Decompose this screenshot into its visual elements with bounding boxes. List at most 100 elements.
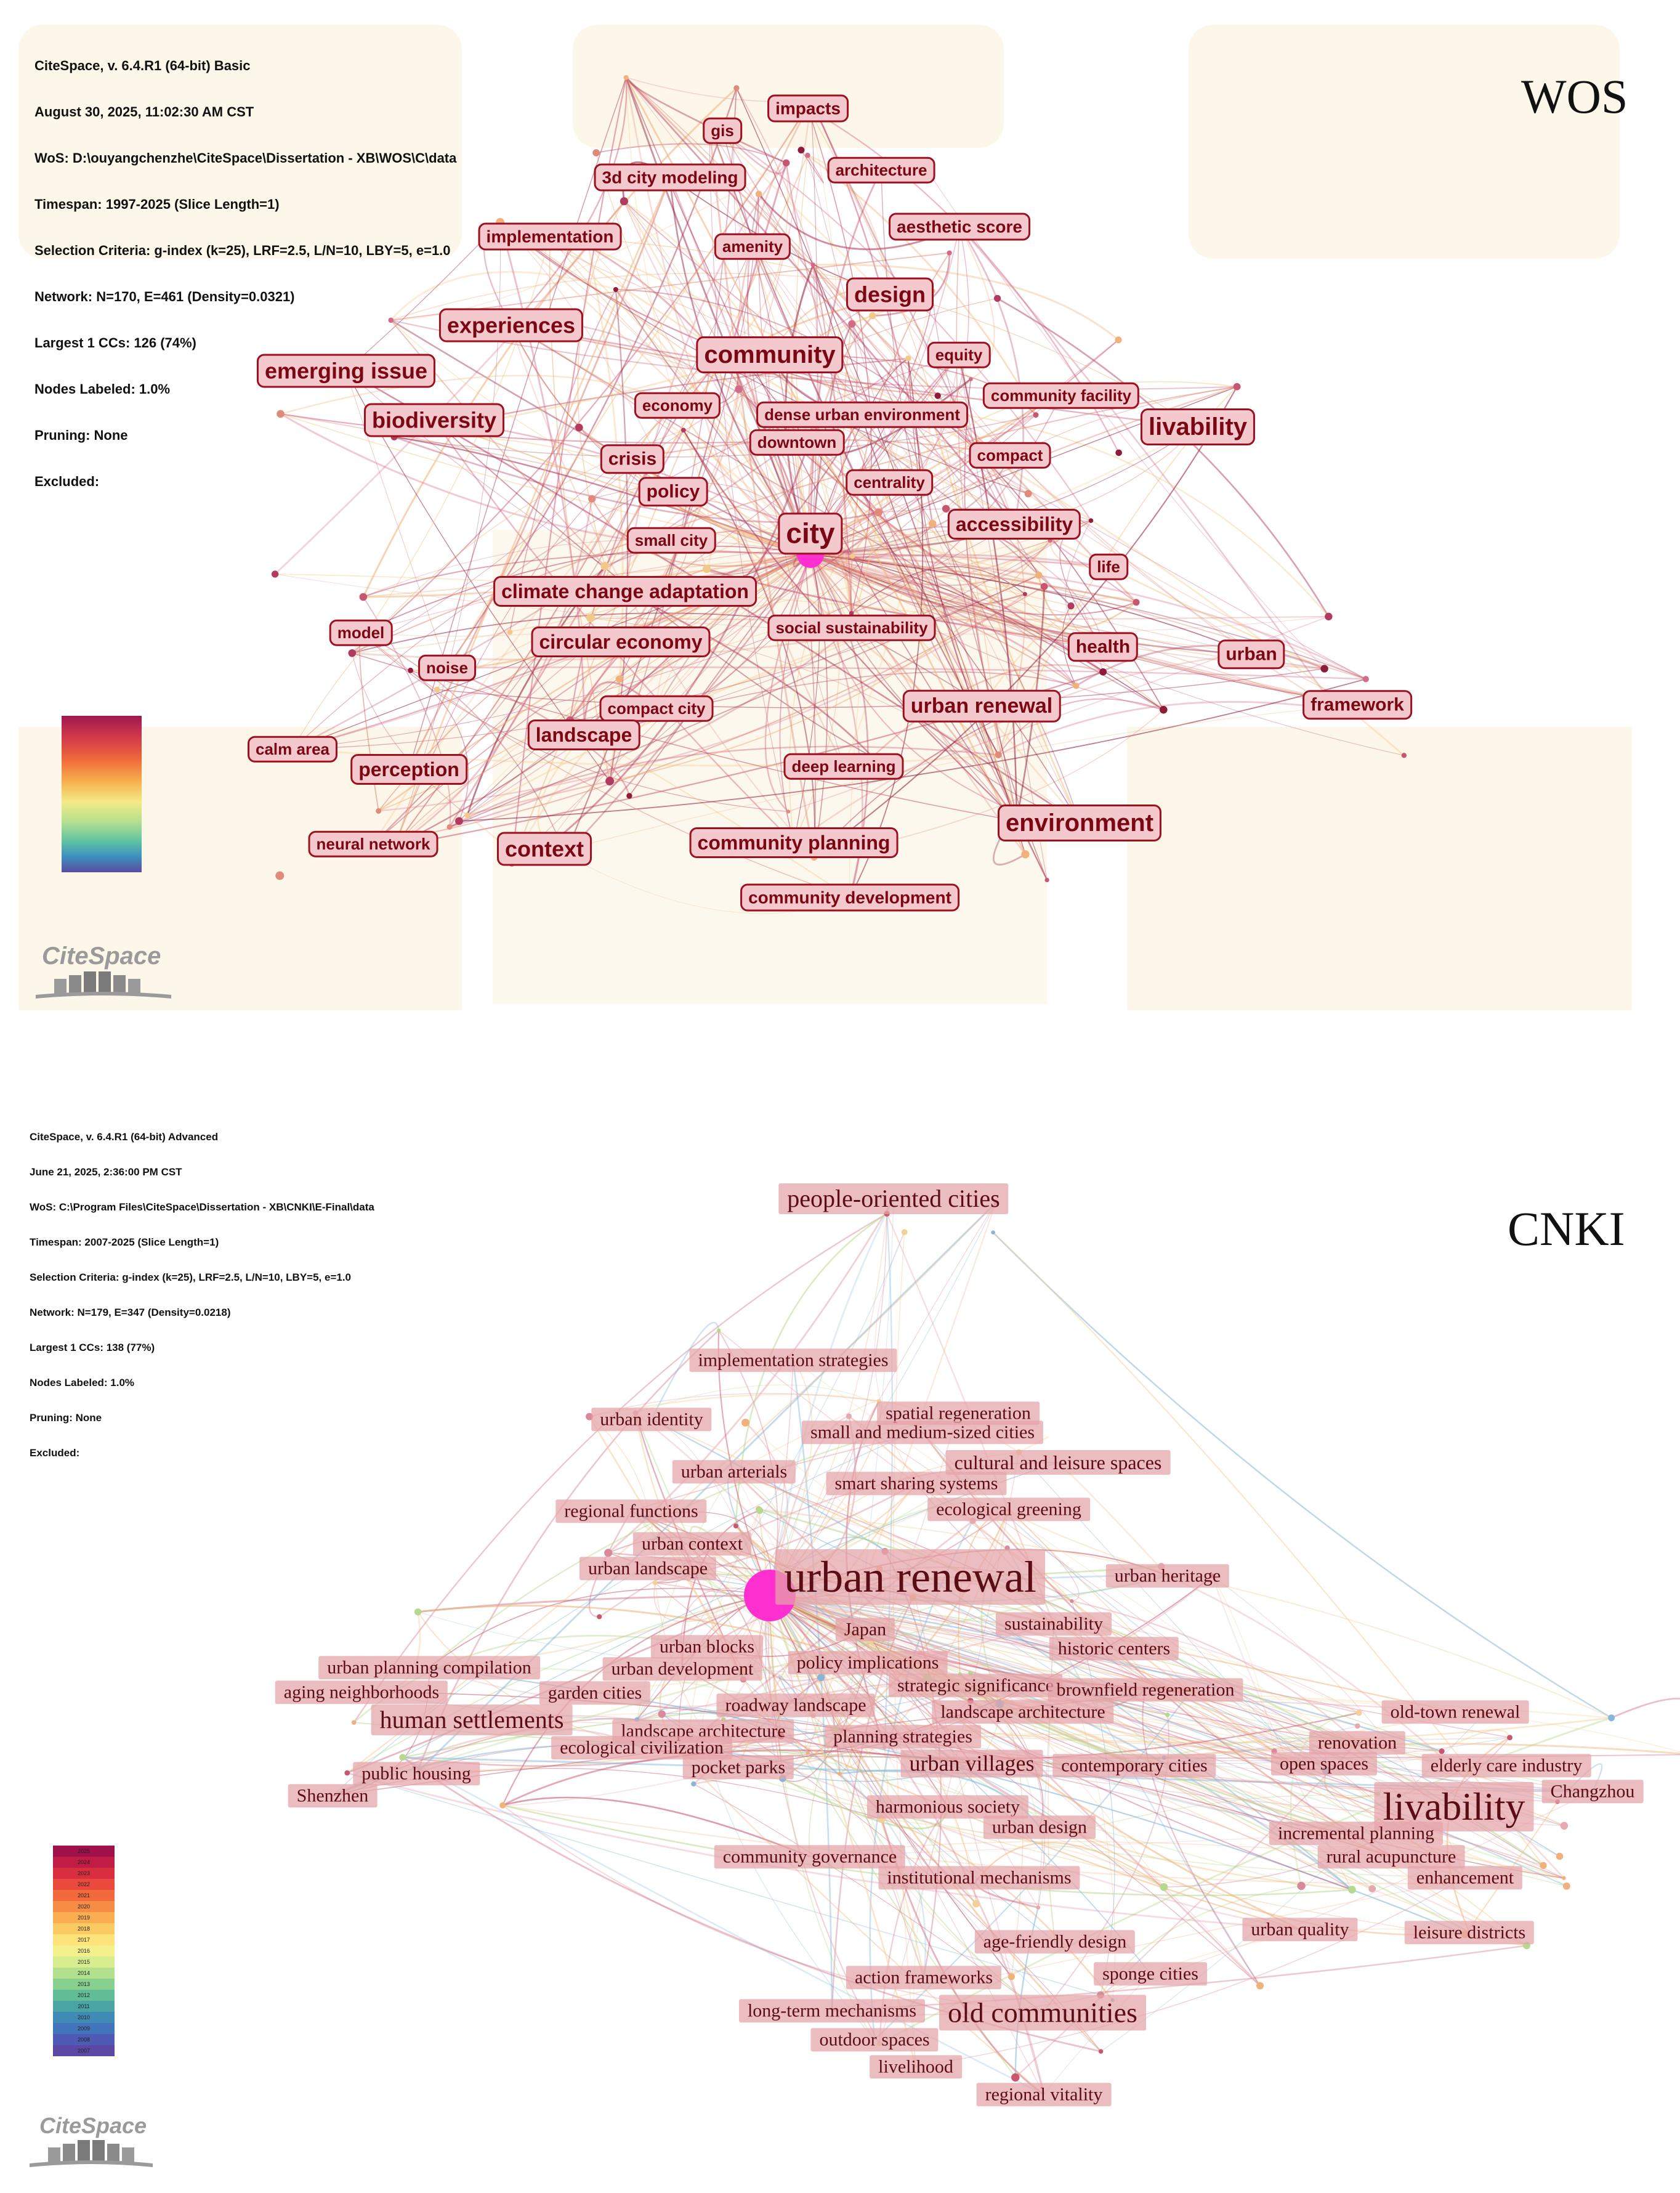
network-link — [801, 150, 824, 184]
network-link — [1611, 1698, 1680, 1719]
network-node — [275, 871, 285, 880]
keyword-label: enhancement — [1407, 1866, 1523, 1889]
network-link — [352, 652, 1017, 822]
keyword-label: people-oriented cities — [778, 1183, 1009, 1214]
network-link — [360, 545, 811, 633]
network-link — [779, 554, 811, 843]
network-link — [807, 1202, 997, 1753]
network-link — [682, 429, 713, 570]
header-line: Pruning: None — [30, 1412, 102, 1424]
keyword-label: Japan — [835, 1618, 895, 1641]
logo-text: CiteSpace — [42, 942, 161, 970]
network-link — [810, 553, 1077, 687]
keyword-label: Changzhou — [1541, 1780, 1644, 1803]
network-link — [656, 555, 853, 709]
network-link — [814, 386, 1238, 858]
header-line: Largest 1 CCs: 126 (74%) — [34, 335, 196, 351]
keyword-label: community — [696, 336, 844, 373]
wos-network-panel: CiteSpace, v. 6.4.R1 (64-bit) Basic Augu… — [0, 0, 1680, 1010]
network-link — [417, 1611, 642, 1748]
network-link — [408, 77, 627, 770]
network-link — [769, 1595, 1558, 1802]
keyword-label: life — [1089, 553, 1128, 580]
network-node — [991, 1230, 995, 1235]
keyword-label: regional functions — [555, 1499, 707, 1523]
cnki-network-panel: CiteSpace, v. 6.4.R1 (64-bit) Advanced J… — [0, 1090, 1680, 2193]
network-node — [1560, 1822, 1569, 1830]
network-node — [604, 1549, 613, 1557]
network-link — [549, 235, 1325, 670]
network-link — [499, 221, 931, 412]
legend-year-cell: 2023 — [53, 1868, 115, 1879]
network-node — [741, 1418, 749, 1427]
network-link — [693, 1733, 1325, 1785]
network-link — [733, 1400, 880, 1472]
network-node — [376, 808, 382, 814]
network-link — [842, 410, 931, 767]
network-link — [682, 429, 1017, 822]
network-link — [810, 554, 1367, 680]
network-link — [502, 1796, 810, 1858]
network-link — [769, 1595, 1357, 1834]
network-link — [930, 410, 1330, 617]
keyword-label: context — [496, 832, 592, 866]
network-link — [850, 413, 896, 628]
network-link — [292, 354, 959, 750]
network-link — [363, 551, 811, 598]
logo-books-icon — [30, 2140, 153, 2167]
keyword-label: urban — [1218, 639, 1285, 669]
network-link — [511, 77, 628, 326]
keyword-label: urban blocks — [650, 1635, 764, 1658]
keyword-label: planning strategies — [825, 1725, 981, 1748]
network-node — [733, 85, 740, 91]
network-link — [653, 1583, 770, 1623]
network-link — [839, 1198, 894, 1774]
keyword-label: compact — [969, 442, 1051, 469]
network-node — [348, 649, 357, 657]
network-node — [399, 1754, 406, 1761]
network-node — [1540, 1862, 1547, 1870]
keyword-label: cultural and leisure spaces — [945, 1450, 1171, 1475]
network-node — [1556, 1852, 1564, 1860]
keyword-label: policy implications — [788, 1651, 948, 1674]
network-link — [810, 554, 1252, 655]
header-line: Nodes Labeled: 1.0% — [30, 1377, 135, 1388]
logo-books-icon — [36, 971, 171, 999]
network-link — [810, 553, 1109, 568]
network-link — [352, 236, 551, 654]
network-link — [810, 455, 1011, 556]
keyword-label: livelihood — [870, 2055, 962, 2078]
network-node — [1008, 1973, 1016, 1980]
network-link — [511, 325, 811, 555]
network-link — [807, 108, 872, 614]
keyword-label: design — [846, 277, 934, 312]
keyword-label: old communities — [939, 1995, 1146, 2030]
keyword-label: harmonious society — [866, 1795, 1029, 1818]
network-link — [915, 1877, 1466, 2067]
network-link — [292, 386, 1237, 750]
network-node — [1088, 518, 1094, 523]
keyword-label: urban context — [632, 1532, 752, 1555]
network-link — [807, 154, 1037, 416]
keyword-label: environment — [997, 805, 1162, 841]
network-node — [786, 809, 791, 814]
network-link — [795, 1704, 1612, 1744]
legend-year-cell: 2010 — [53, 2012, 115, 2023]
network-link — [881, 169, 1017, 821]
network-node — [588, 495, 596, 503]
cnki-header-info: CiteSpace, v. 6.4.R1 (64-bit) Advanced J… — [30, 1108, 374, 1482]
network-link — [780, 1735, 1301, 1931]
network-link — [810, 554, 1072, 607]
network-node — [446, 824, 453, 830]
network-node — [1320, 665, 1328, 673]
network-node — [1070, 1599, 1074, 1603]
network-node — [905, 355, 911, 362]
network-node — [1024, 490, 1032, 498]
network-node — [652, 1580, 658, 1586]
network-link — [1038, 575, 1137, 628]
network-link — [769, 1595, 1165, 1758]
network-node — [993, 294, 1001, 302]
keyword-label: urban landscape — [579, 1557, 717, 1580]
legend-year-cell: 2021 — [53, 1890, 115, 1901]
network-node — [1033, 412, 1039, 418]
